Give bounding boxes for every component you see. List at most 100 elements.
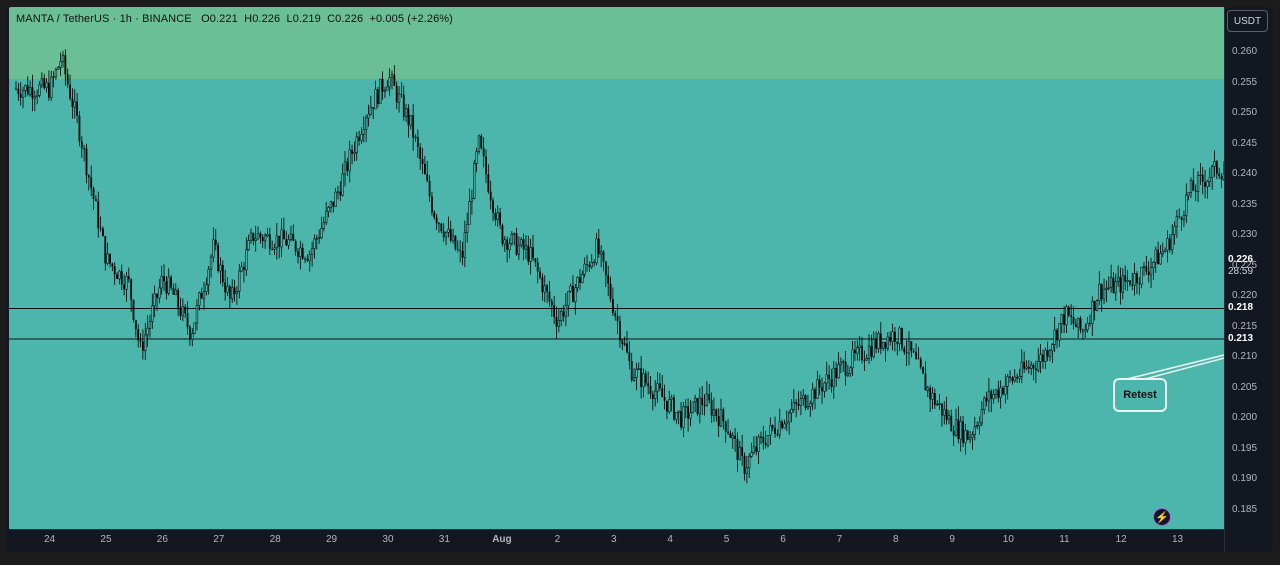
candle-body [36, 95, 39, 97]
candle-body [207, 268, 210, 286]
candle-body [985, 397, 988, 402]
candle-body [473, 163, 476, 199]
candle-body [198, 292, 201, 306]
candle-body [870, 345, 873, 357]
candle-body [397, 93, 401, 103]
candle-body [821, 387, 823, 392]
retest-callout[interactable]: Retest [1113, 378, 1167, 412]
candle-body [562, 311, 565, 317]
low-value: L0.219 [286, 13, 321, 25]
candle-body [799, 398, 803, 407]
candle-body [343, 161, 347, 175]
candle-body [583, 263, 586, 275]
candle-body [424, 163, 426, 175]
candle-body [212, 239, 215, 258]
candle-body [21, 90, 25, 98]
price-tick-label: 0.255 [1232, 76, 1258, 88]
candle-body [297, 251, 299, 257]
candle-body [666, 400, 668, 412]
candle-body [677, 410, 680, 413]
candle-body [156, 293, 158, 299]
candle-body [231, 287, 234, 299]
candle-body [623, 343, 626, 345]
candle-body [696, 398, 699, 415]
candle-body [1072, 316, 1075, 324]
candle-body [510, 233, 514, 244]
symbol-title[interactable]: MANTA / TetherUS · 1h · BINANCE [16, 13, 192, 25]
currency-button[interactable]: USDT [1227, 10, 1268, 32]
candle-body [1187, 192, 1190, 196]
candle-body [755, 446, 758, 452]
price-axis[interactable] [1224, 7, 1273, 552]
candle-body [745, 467, 749, 475]
candle-body [50, 76, 53, 98]
candle-body [867, 345, 871, 359]
candle-body [550, 301, 553, 306]
candle-body [468, 201, 471, 225]
candle-body [360, 133, 363, 142]
candle-body [362, 129, 365, 135]
symbol-header: MANTA / TetherUS · 1h · BINANCE O0.221 H… [16, 13, 453, 25]
candle-body [146, 327, 149, 336]
price-tick-label: 0.205 [1232, 381, 1258, 393]
time-tick-label: 31 [438, 534, 450, 545]
candle-body [654, 390, 657, 400]
candle-body [1004, 386, 1007, 395]
candle-body [926, 387, 929, 391]
candle-body [919, 359, 922, 368]
candle-body [184, 306, 187, 314]
candle-body [680, 410, 682, 428]
candle-body [125, 275, 128, 290]
candle-body [294, 240, 297, 252]
candle-body [355, 136, 358, 153]
candle-body [1222, 173, 1224, 180]
candle-body [811, 389, 814, 404]
candle-body [764, 442, 767, 446]
candle-body [828, 374, 830, 380]
candle-body [470, 198, 474, 202]
candle-body [816, 379, 819, 399]
price-tick-label: 0.260 [1232, 46, 1258, 57]
candle-body [668, 398, 671, 412]
candle-body [191, 333, 194, 340]
candle-body [106, 253, 109, 264]
candle-body [929, 387, 932, 400]
candle-body [409, 115, 412, 126]
candle-body [327, 207, 330, 212]
candle-body [304, 258, 306, 260]
candle-body [318, 237, 321, 239]
candle-body [1025, 366, 1028, 370]
candle-body [449, 229, 452, 241]
candle-body [1206, 180, 1209, 188]
time-axis[interactable] [9, 529, 1224, 552]
candle-body [209, 256, 213, 270]
candle-body [785, 421, 788, 425]
candle-body [1175, 216, 1179, 227]
candle-body [116, 274, 118, 279]
candle-body [1133, 273, 1136, 286]
candle-body [287, 239, 290, 246]
time-tick-label: 7 [836, 534, 843, 545]
candle-body [1131, 284, 1134, 286]
candle-body [536, 262, 539, 272]
candle-body [43, 78, 46, 88]
candle-body [48, 82, 50, 98]
candle-body [506, 239, 509, 250]
candle-body [886, 336, 890, 349]
candle-body [1208, 177, 1211, 182]
candle-body [440, 223, 443, 232]
candle-body [1218, 173, 1221, 177]
candle-body [858, 345, 861, 348]
candle-body [52, 76, 55, 78]
candle-body [936, 403, 939, 406]
candle-body [710, 400, 713, 416]
lightning-bolt-icon[interactable]: ⚡ [1153, 508, 1171, 526]
candle-body [600, 251, 603, 255]
candle-body [80, 141, 83, 149]
time-tick-label: 12 [1115, 534, 1127, 545]
time-tick-label: 8 [893, 534, 899, 545]
candle-body [877, 333, 880, 350]
candle-body [776, 434, 779, 435]
candle-body [71, 98, 74, 108]
candle-body [87, 175, 90, 178]
